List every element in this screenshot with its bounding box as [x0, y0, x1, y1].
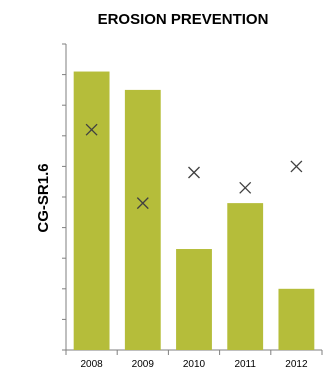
x-marker-2010 [188, 166, 200, 179]
plot-area: 2008 2009 2010 2011 2012 [62, 43, 323, 370]
chart-title: EROSION PREVENTION [98, 11, 269, 28]
x-tick-label-2012: 2012 [285, 359, 308, 370]
x-tick-label-2008: 2008 [80, 359, 103, 370]
bar-2011 [227, 203, 264, 350]
bar-2012 [278, 288, 315, 350]
x-marker-2008 [85, 123, 98, 136]
x-marker-2009 [136, 197, 149, 210]
bar-2010 [176, 249, 212, 350]
x-tick-label-2010: 2010 [183, 359, 206, 370]
x-tick-label-2011: 2011 [234, 359, 256, 370]
bar-2009 [124, 89, 161, 351]
y-axis-label: CG-SR1.6 [35, 163, 52, 232]
bar-2008 [73, 71, 110, 350]
x-marker-2012 [290, 160, 303, 173]
x-tick-label-2009: 2009 [132, 359, 155, 370]
x-marker-2011 [239, 181, 252, 194]
